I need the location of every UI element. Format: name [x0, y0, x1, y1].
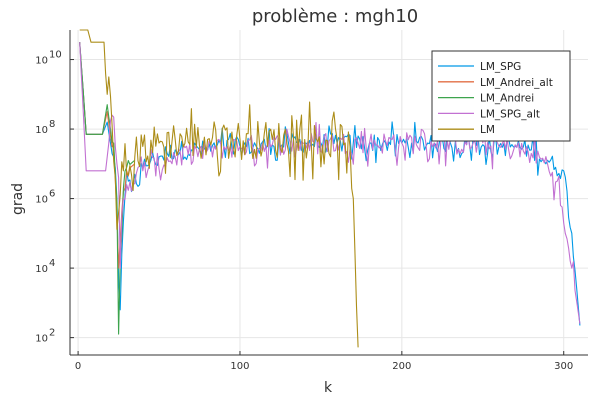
y-tick-label: 10: [35, 56, 48, 67]
y-tick-label: 10: [35, 195, 48, 206]
x-axis-label: k: [324, 380, 333, 396]
x-tick-label: 300: [554, 361, 573, 372]
y-tick-exponent: 10: [49, 50, 62, 61]
y-tick-label: 10: [35, 264, 48, 275]
y-tick-label: 10: [35, 334, 48, 345]
series-line-lm-spg: [79, 42, 581, 326]
legend-label: LM_Andrei_alt: [480, 77, 553, 89]
series-line-lm-andrei: [79, 42, 136, 335]
x-axis-ticks: 0 100 200 300: [75, 351, 573, 372]
legend-label: LM: [480, 124, 495, 136]
legend-label: LM_SPG: [480, 61, 521, 73]
y-tick-exponent: 4: [49, 258, 55, 269]
series-lines: [79, 29, 581, 348]
series-line-lm: [79, 29, 359, 348]
x-tick-label: 100: [230, 361, 249, 372]
y-tick-label: 10: [35, 125, 48, 136]
y-tick-exponent: 8: [49, 119, 55, 130]
x-tick-label: 0: [75, 361, 81, 372]
legend-label: LM_SPG_alt: [480, 108, 540, 120]
y-tick-exponent: 6: [49, 189, 55, 200]
axes: [69, 30, 588, 356]
y-tick-exponent: 2: [49, 328, 55, 339]
chart-title: problème : mgh10: [252, 6, 418, 27]
y-axis-label: grad: [10, 183, 26, 215]
legend-label: LM_Andrei: [480, 93, 534, 105]
legend: LM_SPG LM_Andrei_alt LM_Andrei LM_SPG_alt LM: [431, 50, 571, 142]
x-tick-label: 200: [392, 361, 411, 372]
